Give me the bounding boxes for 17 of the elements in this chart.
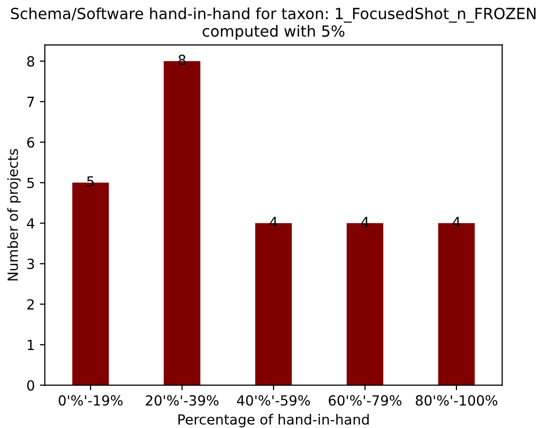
x-axis-title: Percentage of hand-in-hand [178, 414, 369, 428]
y-tick-label: 3 [27, 258, 34, 270]
y-tick-label: 8 [27, 56, 34, 67]
y-tick-label: 1 [28, 340, 34, 350]
y-tick-label: 2 [27, 299, 34, 310]
x-tick-label: 80'%'-100% [416, 395, 498, 406]
y-tick-label: 4 [26, 218, 34, 228]
y-tick-label: 5 [27, 178, 34, 188]
x-tick-label: 20'%'-39% [146, 395, 218, 406]
chart-title: Schema/Software hand-in-hand for taxon: 1_FocusedShot_n_FROZEN computed with 5% [11, 7, 536, 40]
y-axis-title: Number of projects [7, 149, 21, 280]
y-tick-label: 0 [27, 380, 34, 391]
y-tick-label: 7 [27, 96, 34, 107]
x-tick-label: 60'%'-79% [328, 395, 402, 406]
x-tick-label: 40'%'-59% [236, 395, 310, 406]
y-tick-label: 6 [27, 137, 34, 148]
x-tick-label: 0'%'-19% [58, 395, 123, 406]
